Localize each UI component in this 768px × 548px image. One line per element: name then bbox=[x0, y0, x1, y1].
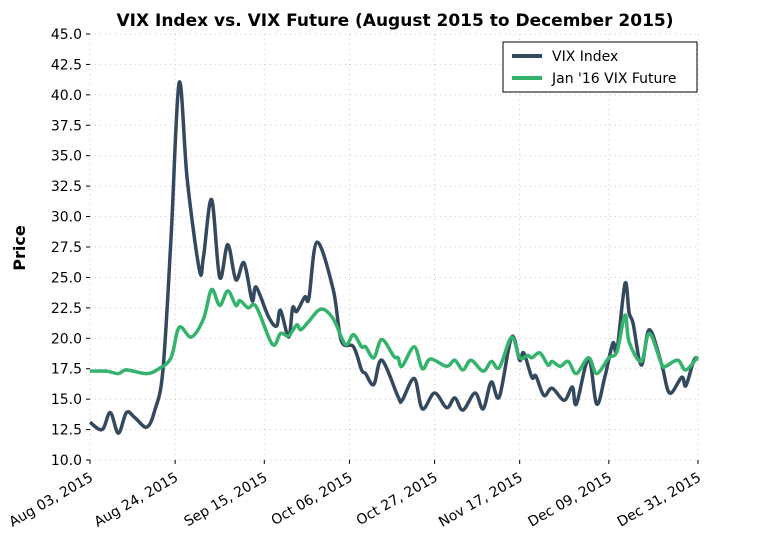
y-axis-label: Price bbox=[10, 225, 29, 271]
series-line-vix-future bbox=[89, 287, 700, 376]
series-lines bbox=[88, 80, 700, 435]
series-line-vix-index bbox=[88, 80, 699, 435]
x-tick-label: Dec 09, 2015 bbox=[526, 470, 615, 531]
chart-title: VIX Index vs. VIX Future (August 2015 to… bbox=[117, 11, 674, 31]
y-tick-label: 37.5 bbox=[51, 118, 82, 134]
x-tick-label: Dec 31, 2015 bbox=[615, 470, 704, 531]
y-tick-label: 40.0 bbox=[51, 88, 82, 104]
y-tick-label: 35.0 bbox=[51, 149, 82, 165]
y-tick-label: 22.5 bbox=[51, 301, 82, 317]
y-tick-label: 45.0 bbox=[51, 27, 82, 43]
x-tick-label: Aug 24, 2015 bbox=[92, 470, 182, 531]
y-axis: 10.0 12.5 15.0 17.5 20.0 22.5 25.0 27.5 30.0 32.5… bbox=[51, 27, 90, 469]
y-tick-label: 27.5 bbox=[51, 240, 82, 256]
legend-label-vix-index: VIX Index bbox=[552, 49, 618, 65]
y-tick-label: 42.5 bbox=[51, 57, 82, 73]
legend-label-vix-future: Jan '16 VIX Future bbox=[551, 71, 676, 87]
y-tick-label: 32.5 bbox=[51, 179, 82, 195]
y-tick-label: 30.0 bbox=[51, 210, 82, 226]
x-tick-label: Sep 15, 2015 bbox=[182, 470, 271, 530]
x-tick-label: Oct 27, 2015 bbox=[354, 470, 441, 529]
y-tick-label: 10.0 bbox=[51, 453, 82, 469]
x-tick-label: Oct 06, 2015 bbox=[269, 470, 356, 529]
y-tick-label: 17.5 bbox=[51, 362, 82, 378]
y-tick-label: 25.0 bbox=[51, 270, 82, 286]
y-tick-label: 15.0 bbox=[51, 392, 82, 408]
y-tick-label: 12.5 bbox=[51, 423, 82, 439]
x-tick-label: Nov 17, 2015 bbox=[436, 470, 526, 531]
grid bbox=[89, 33, 699, 461]
legend: VIX Index Jan '16 VIX Future bbox=[502, 41, 698, 93]
x-tick-label: Aug 03, 2015 bbox=[6, 470, 96, 531]
y-tick-label: 20.0 bbox=[51, 331, 82, 347]
legend-box bbox=[502, 41, 698, 93]
